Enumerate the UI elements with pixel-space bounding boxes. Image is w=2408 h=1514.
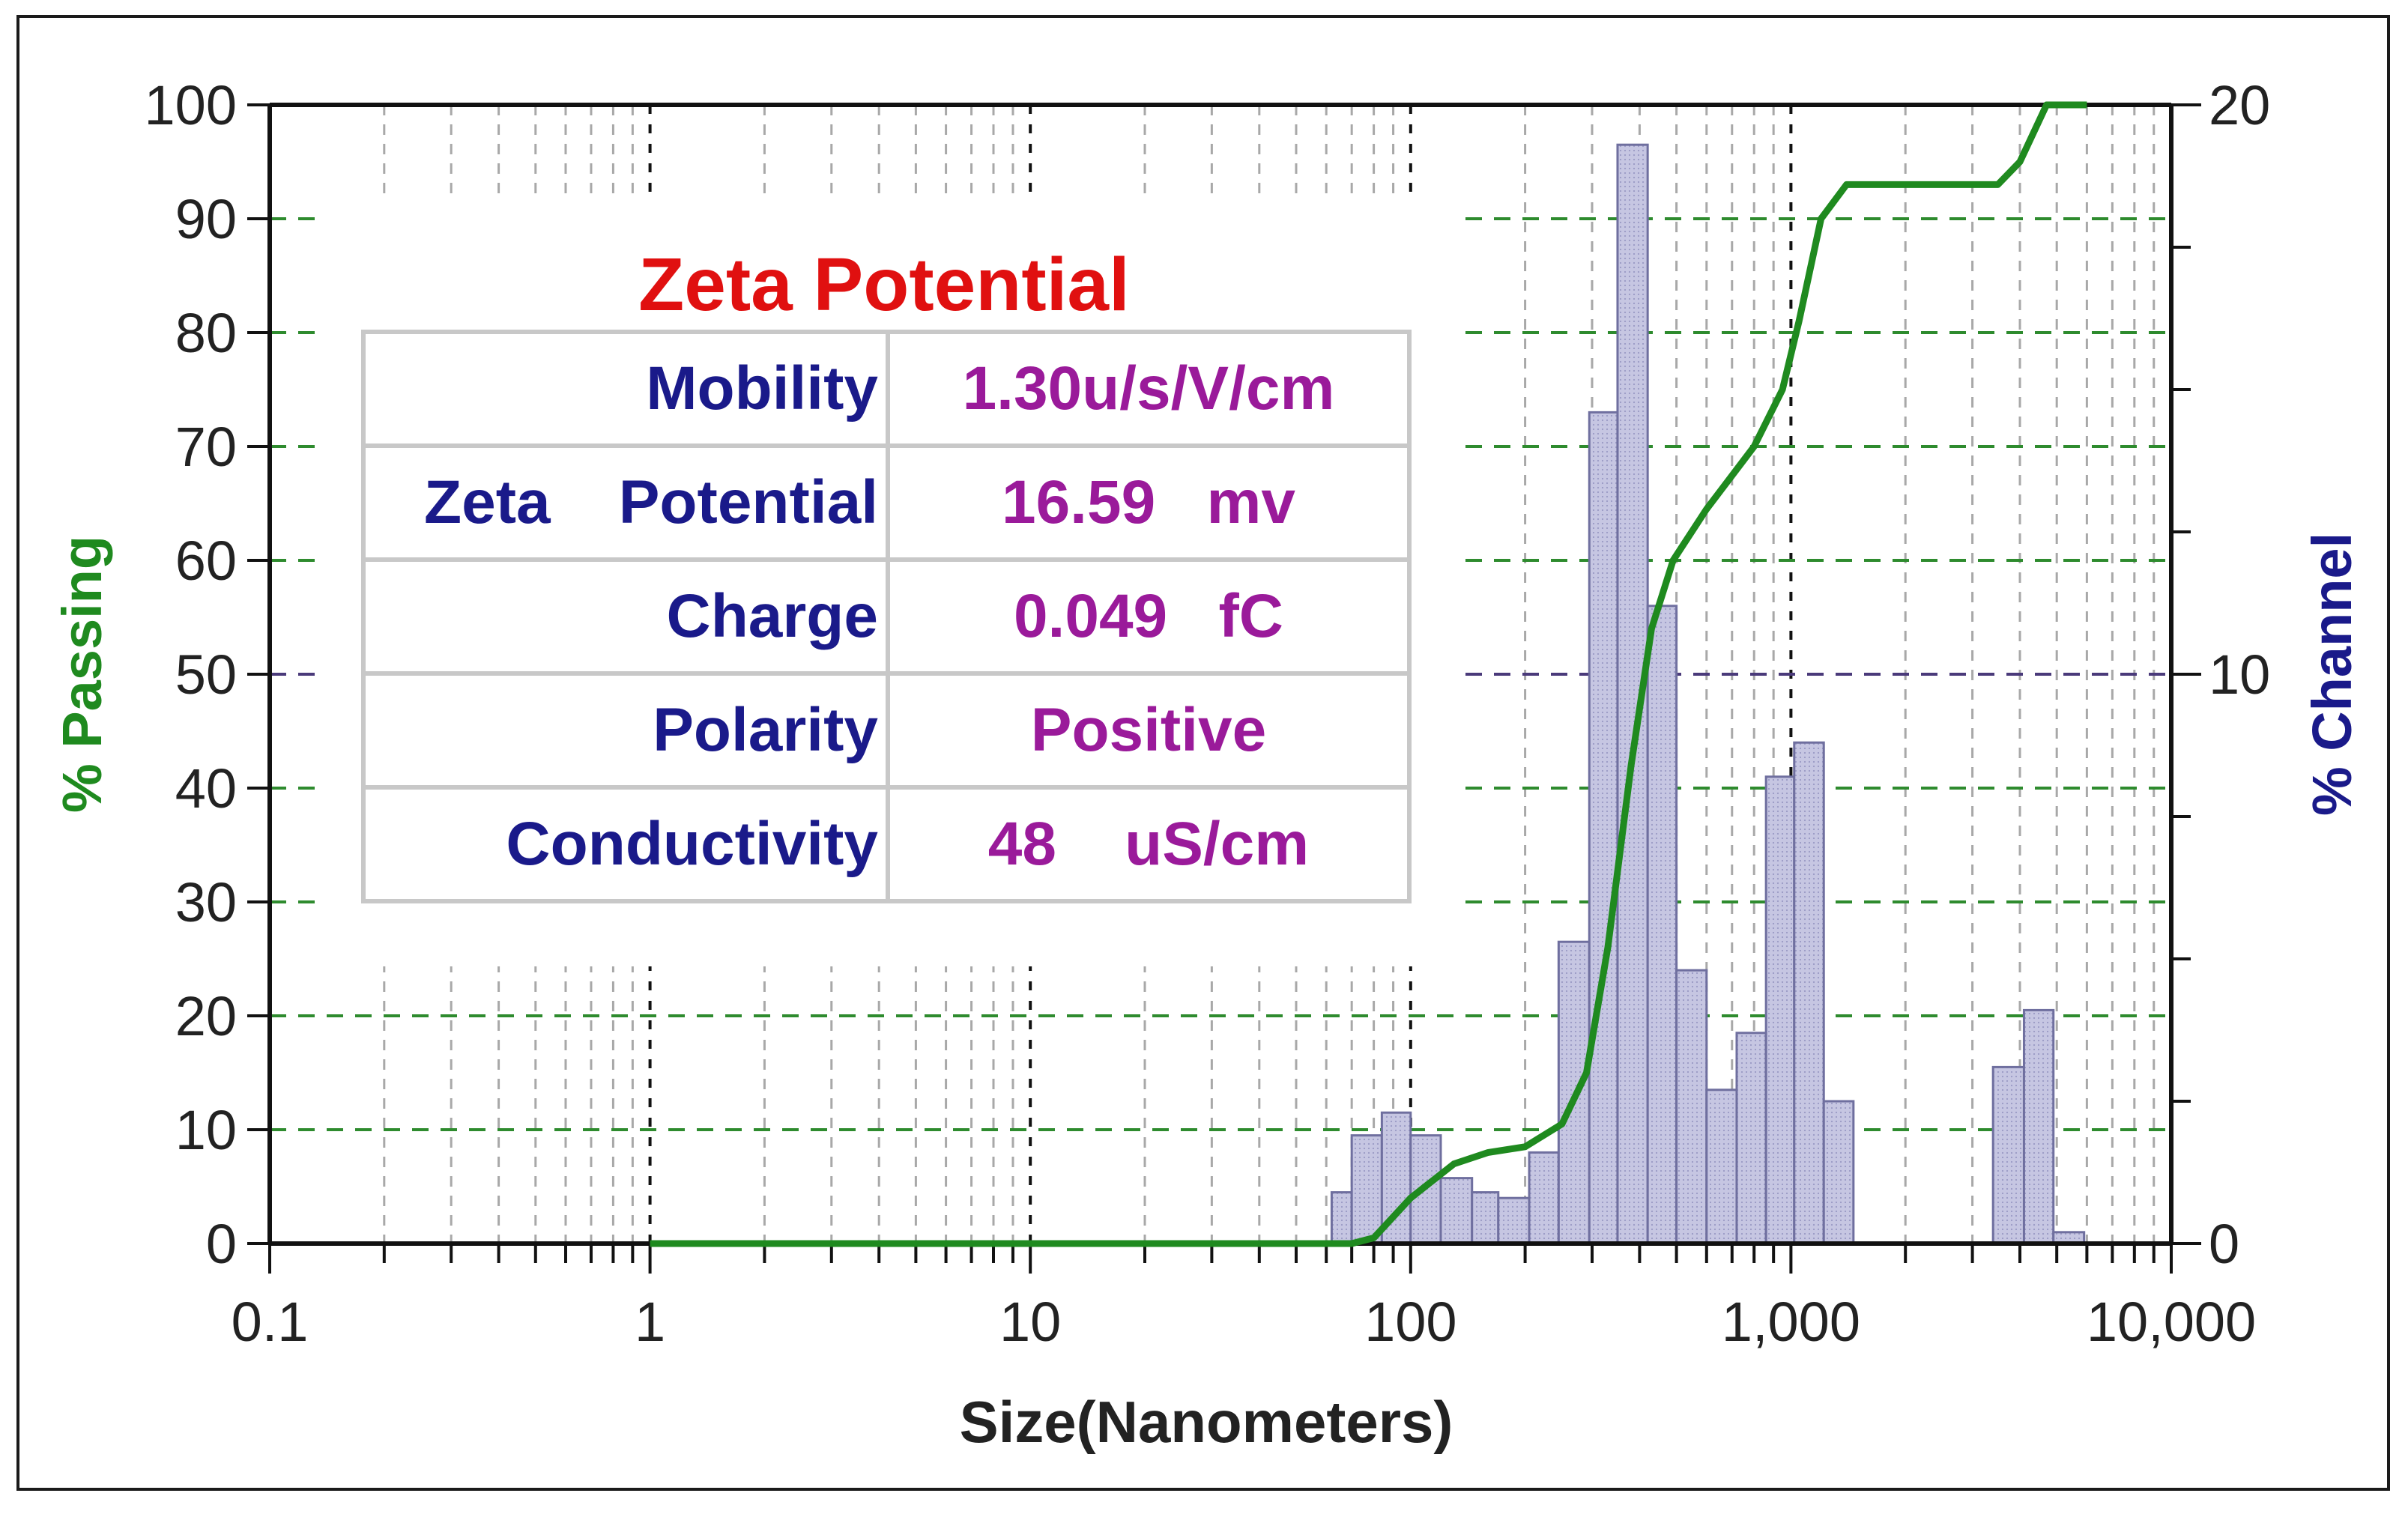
info-panel-title: Zeta Potential [638, 243, 1130, 327]
passing-curve [650, 101, 2087, 1247]
channel-bar [1822, 1100, 1855, 1245]
y-left-tick-label: 60 [175, 530, 237, 592]
zeta-results-table: Mobility 1.30u/s/V/cm Zeta Potential 16.… [361, 330, 1412, 903]
channel-bar [1991, 1065, 2025, 1245]
x-tick-label: 0.1 [232, 1291, 309, 1353]
row-value-conductivity: 48 uS/cm [886, 785, 1412, 903]
y-left-tick-label: 70 [175, 416, 237, 478]
row-label-mobility: Mobility [361, 330, 890, 448]
y-left-tick-label: 20 [175, 985, 237, 1047]
figure-frame [16, 15, 2390, 1491]
row-value-charge: 0.049 fC [886, 557, 1412, 676]
row-label-conductivity: Conductivity [361, 785, 890, 903]
channel-bar [1793, 741, 1825, 1245]
y-right-tick-labels: 0 10 20 [2209, 74, 2270, 1275]
row-value-zeta-potential: 16.59 mv [886, 443, 1412, 562]
x-tick-label: 1 [635, 1291, 665, 1353]
channel-bar [2022, 1008, 2055, 1245]
y-left-tick-label: 0 [206, 1213, 237, 1275]
table-row: Zeta Potential 16.59 mv [361, 443, 1412, 562]
zeta-info-panel: Zeta Potential Mobility 1.30u/s/V/cm Zet… [315, 202, 1453, 966]
row-value-polarity: Positive [886, 671, 1412, 790]
y-left-tick-label: 40 [175, 757, 237, 820]
y-left-tick-label: 50 [175, 644, 237, 706]
y-left-tick-label: 90 [175, 188, 237, 250]
channel-bar [1471, 1191, 1500, 1245]
y-right-axis-title: % Channel [2301, 533, 2363, 816]
channel-bar [1497, 1196, 1531, 1245]
y-right-tick-label: 0 [2209, 1213, 2239, 1275]
x-tick-label: 1,000 [1722, 1291, 1860, 1353]
channel-bar [1350, 1134, 1383, 1245]
y-left-tick-label: 100 [145, 74, 237, 136]
table-row: Mobility 1.30u/s/V/cm [361, 330, 1412, 448]
channel-bar [1528, 1151, 1560, 1245]
channel-bar [1764, 775, 1796, 1245]
y-left-tick-label: 80 [175, 302, 237, 364]
channel-bar [1735, 1032, 1767, 1245]
channel-bar [1439, 1177, 1474, 1245]
table-row: Charge 0.049 fC [361, 557, 1412, 676]
y-right-tick-label: 20 [2209, 74, 2270, 136]
y-left-tick-labels: 0 10 20 30 40 50 60 70 80 90 100 [145, 74, 237, 1275]
y-right-tick-label: 10 [2209, 644, 2270, 706]
x-tick-label: 10,000 [2087, 1291, 2256, 1353]
channel-bar [1330, 1191, 1353, 1245]
channel-bar [1705, 1088, 1738, 1245]
table-row: Conductivity 48 uS/cm [361, 785, 1412, 903]
y-left-axis-title: % Passing [51, 536, 113, 813]
row-label-zeta-potential: Zeta Potential [361, 443, 890, 562]
table-row: Polarity Positive [361, 671, 1412, 790]
channel-bar [1675, 969, 1708, 1245]
y-left-tick-label: 10 [175, 1099, 237, 1161]
channel-bar [1646, 605, 1678, 1245]
row-label-polarity: Polarity [361, 671, 890, 790]
x-tick-label: 100 [1364, 1291, 1456, 1353]
row-value-mobility: 1.30u/s/V/cm [886, 330, 1412, 448]
x-tick-labels: 0.1 1 10 100 1,000 10,000 [232, 1291, 2257, 1353]
x-axis-title: Size(Nanometers) [960, 1389, 1453, 1455]
channel-bars [1330, 143, 2086, 1245]
x-tick-label: 10 [999, 1291, 1061, 1353]
channel-bar [1588, 411, 1619, 1245]
y-left-tick-label: 30 [175, 871, 237, 933]
row-label-charge: Charge [361, 557, 890, 676]
